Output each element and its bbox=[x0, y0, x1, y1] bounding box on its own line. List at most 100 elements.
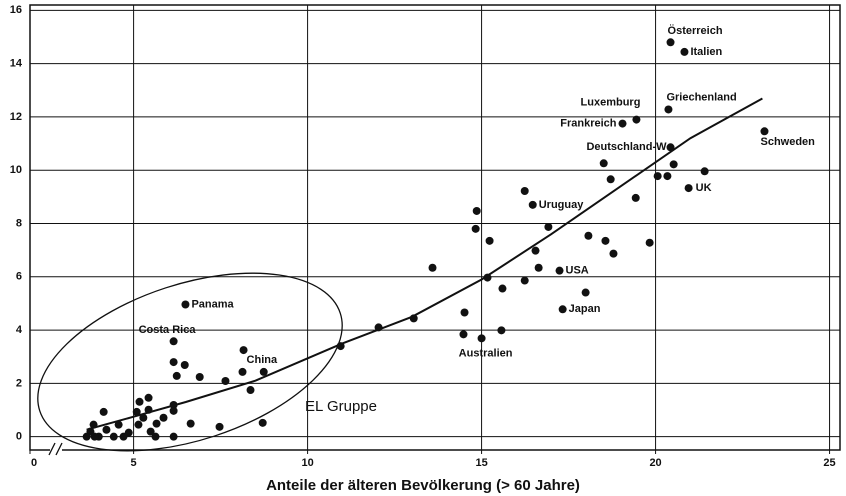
point bbox=[151, 432, 160, 441]
x-tick-label: 0 bbox=[31, 457, 37, 469]
point bbox=[144, 405, 153, 414]
x-tick-label: 10 bbox=[301, 457, 313, 469]
point bbox=[428, 263, 437, 272]
point-label: Costa Rica bbox=[139, 324, 197, 336]
point bbox=[221, 376, 230, 385]
point bbox=[666, 38, 675, 47]
point bbox=[102, 425, 111, 434]
point-label: Deutschland-W bbox=[586, 141, 667, 153]
point bbox=[498, 284, 507, 293]
point bbox=[259, 367, 268, 376]
y-tick-label: 16 bbox=[10, 4, 22, 16]
point-label: China bbox=[247, 354, 278, 366]
point bbox=[684, 184, 693, 193]
point bbox=[584, 231, 593, 240]
point bbox=[146, 427, 155, 436]
point bbox=[700, 167, 709, 176]
point bbox=[680, 47, 689, 56]
point bbox=[531, 246, 540, 255]
x-tick-label: 25 bbox=[823, 457, 835, 469]
point bbox=[409, 314, 418, 323]
point bbox=[599, 159, 608, 168]
point bbox=[119, 432, 128, 441]
axis-break-slash bbox=[48, 442, 56, 456]
axis-break bbox=[48, 442, 63, 456]
point bbox=[169, 406, 178, 415]
point bbox=[528, 200, 537, 209]
point bbox=[609, 249, 618, 258]
y-tick-label: 10 bbox=[10, 164, 22, 176]
point bbox=[534, 263, 543, 272]
point bbox=[497, 326, 506, 335]
point bbox=[669, 160, 678, 169]
point bbox=[632, 115, 641, 124]
point bbox=[760, 127, 769, 136]
point-label: Italien bbox=[690, 46, 722, 58]
point bbox=[477, 334, 486, 343]
point bbox=[180, 360, 189, 369]
point bbox=[336, 342, 345, 351]
y-tick-label: 8 bbox=[16, 217, 22, 229]
point bbox=[134, 420, 143, 429]
point bbox=[520, 276, 529, 285]
point bbox=[169, 400, 178, 409]
point-label: USA bbox=[566, 265, 589, 277]
point bbox=[82, 432, 91, 441]
group-ellipse bbox=[37, 272, 343, 452]
point bbox=[520, 186, 529, 195]
point bbox=[238, 367, 247, 376]
point bbox=[169, 358, 178, 367]
point bbox=[159, 413, 168, 422]
point bbox=[246, 386, 255, 395]
point bbox=[558, 305, 567, 314]
point bbox=[114, 420, 123, 429]
point bbox=[139, 413, 148, 422]
point bbox=[186, 419, 195, 428]
point bbox=[544, 222, 553, 231]
point bbox=[195, 372, 204, 381]
y-tick-label: 6 bbox=[16, 271, 22, 283]
point bbox=[172, 371, 181, 380]
point bbox=[152, 419, 161, 428]
x-tick-label: 5 bbox=[131, 457, 137, 469]
point bbox=[483, 273, 492, 282]
point-label: Frankreich bbox=[560, 117, 617, 129]
y-tick-label: 4 bbox=[16, 324, 23, 336]
point bbox=[555, 266, 564, 275]
plot-frame bbox=[29, 4, 841, 451]
y-tick-label: 12 bbox=[10, 111, 22, 123]
point bbox=[90, 432, 99, 441]
point bbox=[99, 407, 108, 416]
point bbox=[666, 143, 675, 152]
x-tick-label: 15 bbox=[475, 457, 487, 469]
point bbox=[653, 172, 662, 181]
point bbox=[109, 432, 118, 441]
y-tick-label: 2 bbox=[16, 377, 22, 389]
annotation: EL Gruppe bbox=[305, 398, 377, 415]
point bbox=[471, 224, 480, 233]
point bbox=[169, 337, 178, 346]
point-label: Panama bbox=[191, 298, 234, 310]
point bbox=[239, 346, 248, 355]
point bbox=[606, 175, 615, 184]
point bbox=[374, 323, 383, 332]
point bbox=[631, 193, 640, 202]
point bbox=[645, 238, 654, 247]
point-label: Österreich bbox=[668, 24, 723, 37]
axis-break-slash bbox=[55, 442, 63, 456]
point-label: Japan bbox=[569, 303, 601, 315]
point bbox=[663, 172, 672, 181]
point bbox=[485, 236, 494, 245]
point-label: Australien bbox=[459, 347, 513, 359]
point-label: Uruguay bbox=[539, 199, 585, 211]
point bbox=[181, 300, 190, 309]
x-tick-label: 20 bbox=[649, 457, 661, 469]
point bbox=[618, 119, 627, 128]
point bbox=[132, 407, 141, 416]
point bbox=[472, 206, 481, 215]
point-label: Luxemburg bbox=[581, 96, 641, 108]
point bbox=[460, 308, 469, 317]
point bbox=[258, 418, 267, 427]
point bbox=[169, 432, 178, 441]
